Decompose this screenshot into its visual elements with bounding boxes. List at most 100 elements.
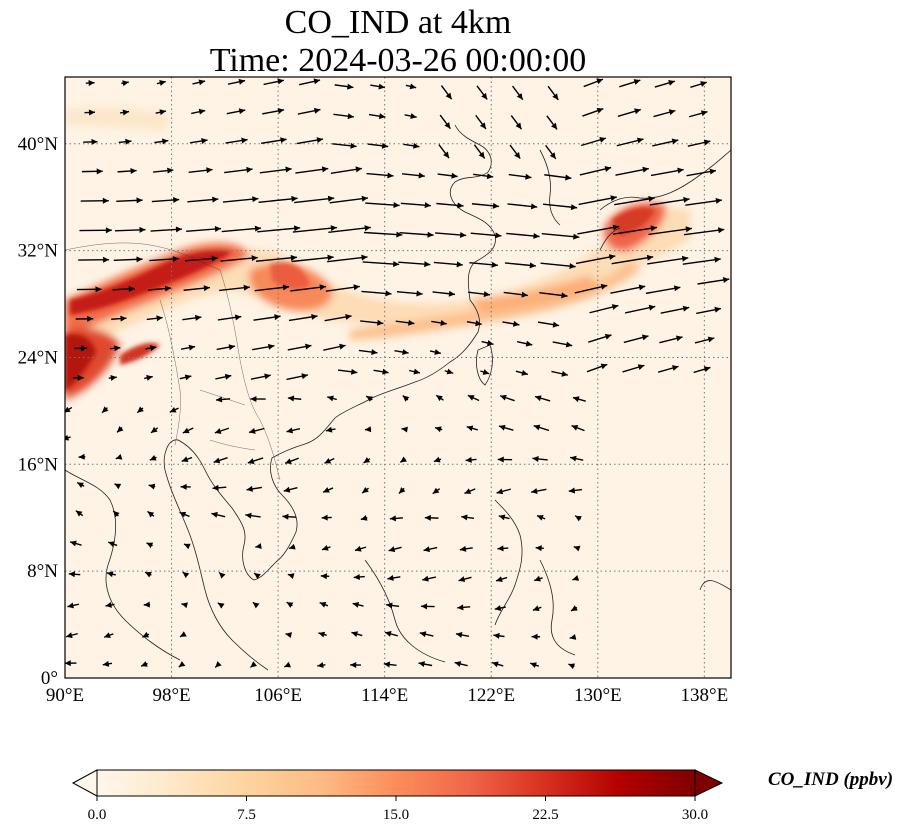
- wind-vector-head: [700, 110, 708, 117]
- wind-vector: [649, 198, 690, 206]
- wind-vector-head: [301, 373, 308, 380]
- wind-vector-head: [569, 634, 577, 640]
- wind-vector-head: [638, 284, 646, 291]
- wind-vector-head: [250, 395, 257, 402]
- wind-vector-head: [416, 290, 423, 297]
- wind-vector-head: [387, 574, 394, 581]
- wind-vector-head: [641, 334, 649, 341]
- wind-vector-head: [573, 233, 580, 240]
- wind-vector-head: [648, 195, 655, 202]
- wind-vector-head: [611, 304, 619, 310]
- wind-vector-head: [436, 395, 443, 402]
- wind-vector-head: [280, 137, 287, 144]
- wind-vector-head: [384, 631, 392, 637]
- wind-vector-head: [636, 137, 644, 144]
- wind-vector-head: [172, 255, 179, 262]
- wind-vector-head: [512, 320, 520, 327]
- wind-vector-head: [361, 195, 368, 202]
- wind-vector: [647, 257, 689, 265]
- wind-vector-head: [709, 168, 716, 175]
- wind-vector-head: [214, 428, 222, 434]
- wind-vector-head: [599, 136, 606, 143]
- wind-vector-head: [203, 285, 210, 292]
- wind-vector-head: [66, 632, 73, 639]
- wind-vector-head: [114, 345, 121, 352]
- wind-vector: [328, 226, 371, 233]
- wind-vector-head: [182, 572, 190, 579]
- wind-vector-head: [497, 545, 504, 552]
- wind-vector-head: [319, 601, 327, 608]
- wind-vector-head: [102, 197, 109, 204]
- wind-vector-head: [492, 202, 499, 209]
- colorbar-extend-min: [71, 769, 98, 797]
- x-tick-label: 114°E: [361, 685, 408, 706]
- wind-vector-head: [212, 196, 219, 203]
- wind-vector: [220, 256, 258, 262]
- y-tick-label: 16°N: [18, 454, 59, 475]
- wind-vector-head: [354, 545, 362, 552]
- wind-vector-head: [571, 424, 579, 431]
- wind-vector: [648, 227, 693, 236]
- wind-vector-head: [198, 79, 206, 86]
- wind-vector-head: [461, 514, 468, 521]
- wind-vector-head: [530, 662, 537, 668]
- y-tick-label: 8°N: [27, 561, 58, 582]
- wind-vector: [577, 225, 620, 235]
- wind-vector-head: [717, 227, 725, 234]
- y-tick-label: 0°: [41, 668, 58, 689]
- colorbar-tick-label: 30.0: [682, 807, 708, 823]
- wind-vector-head: [105, 227, 112, 234]
- x-tick-label: 106°E: [254, 685, 302, 706]
- wind-vector-head: [671, 365, 679, 371]
- wind-vector-head: [145, 572, 152, 578]
- wind-vector-head: [287, 395, 295, 402]
- wind-vector-head: [120, 315, 127, 322]
- wind-vector-head: [682, 305, 690, 312]
- wind-vector-head: [424, 202, 431, 209]
- wind-vector-head: [277, 78, 284, 85]
- y-axis-ticks: 0° 8°N 16°N 24°N 32°N 40°N: [18, 134, 59, 689]
- wind-vector-head: [648, 304, 656, 311]
- wind-vector-head: [287, 573, 295, 579]
- wind-vector-head: [432, 487, 440, 494]
- wind-vector-head: [113, 510, 120, 518]
- wind-vector-head: [448, 290, 455, 297]
- wind-vector-head: [65, 406, 71, 413]
- wind-vector-head: [125, 138, 132, 145]
- wind-vector-head: [465, 456, 472, 463]
- wind-vector-head: [600, 363, 608, 370]
- wind-vector-head: [424, 261, 431, 268]
- wind-vector-head: [525, 173, 532, 180]
- wind-vector-head: [610, 195, 617, 202]
- wind-vector-head: [515, 122, 522, 130]
- wind-vector-head: [164, 285, 172, 292]
- wind-vector-head: [533, 424, 541, 431]
- wind-vector-head: [81, 345, 88, 352]
- wind-vector: [612, 226, 658, 235]
- wind-vector-head: [418, 661, 425, 668]
- wind-vector-head: [608, 254, 616, 261]
- wind-vector-head: [317, 662, 324, 669]
- wind-vector-head: [241, 137, 248, 144]
- wind-vector-head: [96, 168, 103, 175]
- wind-vector-head: [410, 113, 417, 120]
- wind-vector-head: [494, 605, 502, 611]
- wind-vector-head: [364, 225, 371, 232]
- wind-vector-head: [106, 571, 114, 578]
- wind-vector-head: [215, 396, 223, 403]
- wind-vector-head: [479, 122, 486, 129]
- wind-vector-head: [492, 661, 499, 668]
- map-frame: [64, 76, 732, 679]
- wind-vector-head: [102, 406, 109, 413]
- wind-vector-head: [255, 543, 262, 550]
- wind-vector-head: [70, 540, 77, 547]
- wind-vector-head: [246, 166, 253, 173]
- wind-vector-head: [167, 167, 174, 174]
- colorbar-ticks: 0.0 7.5 15.0 22.5 30.0: [88, 796, 708, 823]
- wind-vector-head: [286, 602, 294, 608]
- wind-vector-head: [327, 395, 334, 402]
- wind-vector: [682, 258, 721, 265]
- wind-vector: [541, 233, 580, 238]
- wind-vector-head: [521, 291, 528, 298]
- wind-vector-head: [703, 366, 711, 373]
